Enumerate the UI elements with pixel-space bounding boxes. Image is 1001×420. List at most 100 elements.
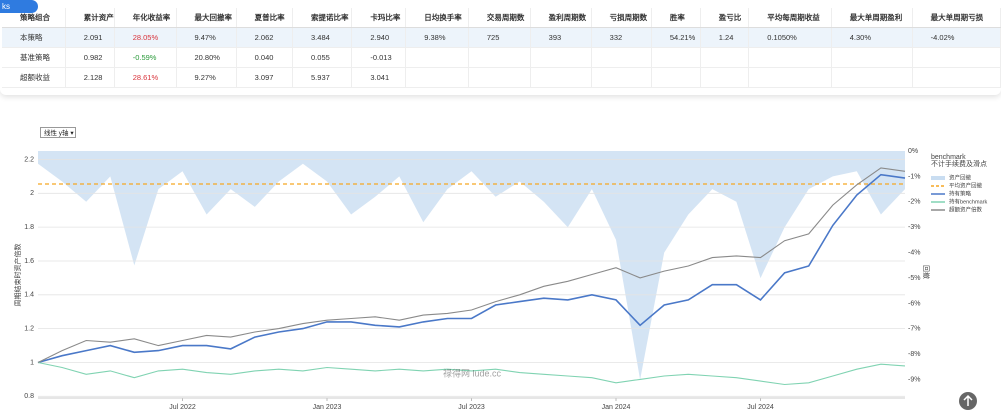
table-cell — [591, 67, 652, 88]
legend-subtitle: 不计手续费及滑点 — [931, 159, 987, 168]
table-cell: 0.040 — [236, 47, 294, 68]
table-cell: 5.937 — [292, 67, 353, 88]
table-cell: 2.940 — [351, 27, 407, 48]
x-tick-label: Jan 2023 — [313, 404, 342, 411]
table-cell — [912, 47, 1001, 68]
y-tick-label: 1.2 — [24, 325, 34, 332]
header-cell: 平均每周期收益 — [748, 8, 832, 28]
drawdown-area — [38, 151, 905, 380]
y2-tick-label: -9% — [908, 377, 920, 384]
table-cell: 9.27% — [176, 67, 237, 88]
stats-card: 策略组合 累计资产 年化收益率 最大回撤率 夏普比率 索提诺比率 卡玛比率 日均换手率 交易周期… — [0, 0, 1001, 95]
table-cell — [405, 47, 469, 68]
header-cell: 盈利周期数 — [530, 8, 592, 28]
table-cell: 0.1050% — [748, 27, 832, 48]
y2-tick-label: -7% — [908, 326, 920, 333]
header-cell: 累计资产 — [65, 8, 115, 28]
x-tick-label: Jul 2023 — [458, 404, 485, 411]
table-cell — [651, 67, 701, 88]
table-cell: 2.062 — [236, 27, 294, 48]
y2-tick-label: -1% — [908, 173, 920, 180]
table-cell: -0.59% — [114, 47, 177, 68]
y2-tick-label: -6% — [908, 300, 920, 307]
table-cell: 3.041 — [351, 67, 407, 88]
legend-label: 持有策略 — [949, 189, 972, 197]
y2-axis-label: 回撤 — [922, 265, 931, 279]
table-cell: 超额收益 — [2, 67, 66, 88]
watermark: 禄得网 lude.cc — [443, 367, 502, 378]
y-tick-label: 1.6 — [24, 258, 34, 265]
table-cell: 基准策略 — [2, 47, 66, 68]
table-cell — [831, 47, 913, 68]
table-cell — [700, 67, 750, 88]
y-tick-label: 2 — [30, 190, 34, 197]
legend-label: 资产回撤 — [949, 173, 972, 181]
scale-dropdown[interactable]: 线性 y轴 ▾ — [40, 127, 76, 138]
table-row: 基准策略 0.982 -0.59% 20.80% 0.040 0.055 -0.013 — [2, 47, 1001, 68]
y-tick-label: 1 — [30, 359, 34, 366]
table-cell — [831, 67, 913, 88]
y-tick-label: 1.8 — [24, 224, 34, 231]
stats-table: 策略组合 累计资产 年化收益率 最大回撤率 夏普比率 索提诺比率 卡玛比率 日均换手率 交易周期… — [2, 8, 1001, 88]
header-cell: 胜率 — [651, 8, 701, 28]
legend-label: 持有benchmark — [949, 197, 987, 205]
table-cell — [530, 67, 592, 88]
table-cell: -0.013 — [351, 47, 407, 68]
header-cell: 日均换手率 — [405, 8, 469, 28]
series-line — [37, 167, 906, 363]
table-cell: 2.091 — [65, 27, 115, 48]
table-cell: 332 — [591, 27, 652, 48]
table-cell — [468, 67, 531, 88]
table-cell — [912, 67, 1001, 88]
y-tick-label: 0.8 — [24, 393, 34, 400]
table-cell — [651, 47, 701, 68]
x-tick-label: Jan 2024 — [602, 404, 631, 411]
table-cell — [530, 47, 592, 68]
header-cell: 卡玛比率 — [351, 8, 407, 28]
table-cell — [468, 47, 531, 68]
table-cell — [748, 67, 832, 88]
table-row: 本策略 2.091 28.05% 9.47% 2.062 3.484 2.940 9.38% 7… — [2, 27, 1001, 48]
table-cell: 3.097 — [236, 67, 294, 88]
table-cell — [700, 47, 750, 68]
table-cell: 28.05% — [114, 27, 177, 48]
table-cell: 4.30% — [831, 27, 913, 48]
table-cell — [748, 47, 832, 68]
y-tick-label: 1.4 — [24, 292, 34, 299]
table-cell: 393 — [530, 27, 592, 48]
legend-label: 平均资产回撤 — [949, 181, 983, 189]
table-cell: 2.128 — [65, 67, 115, 88]
series-line — [37, 173, 906, 364]
y2-tick-label: -2% — [908, 199, 920, 206]
y2-tick-label: -5% — [908, 275, 920, 282]
table-cell: 3.484 — [292, 27, 353, 48]
table-cell: 1.24 — [700, 27, 750, 48]
x-tick-label: Jul 2022 — [169, 404, 196, 411]
header-cell: 盈亏比 — [700, 8, 750, 28]
legend-title: benchmark — [931, 154, 966, 161]
x-tick-label: Jul 2024 — [747, 404, 774, 411]
table-cell — [591, 47, 652, 68]
header-cell: 夏普比率 — [236, 8, 294, 28]
header-cell: 亏损周期数 — [591, 8, 652, 28]
table-cell: -4.02% — [912, 27, 1001, 48]
table-cell: 本策略 — [2, 27, 66, 48]
table-cell: 9.38% — [405, 27, 469, 48]
header-cell: 索提诺比率 — [292, 8, 353, 28]
table-row: 超额收益 2.128 28.61% 9.27% 3.097 5.937 3.041 — [2, 67, 1001, 88]
legend-label: 超额资产倍数 — [949, 205, 983, 213]
y2-tick-label: 0% — [908, 148, 918, 155]
y-axis-label: 周期结束时资产倍数 — [13, 244, 22, 307]
header-cell: 年化收益率 — [114, 8, 177, 28]
table-cell: 28.61% — [114, 67, 177, 88]
table-cell: 54.21% — [651, 27, 701, 48]
header-cell: 最大单周期盈利 — [831, 8, 913, 28]
y2-tick-label: -8% — [908, 351, 920, 358]
scroll-top-icon — [963, 394, 973, 406]
series-line — [37, 361, 906, 386]
table-cell: 0.982 — [65, 47, 115, 68]
badge[interactable]: ks — [0, 0, 38, 13]
table-cell: 0.055 — [292, 47, 353, 68]
